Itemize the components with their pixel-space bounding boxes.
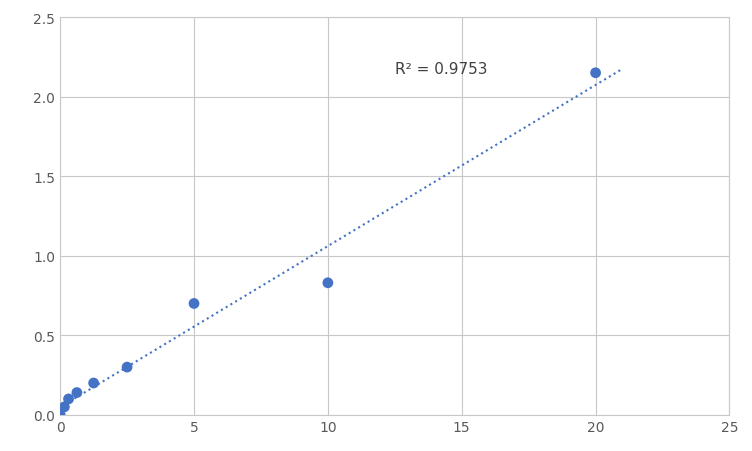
Point: [121, 364, 133, 371]
Point: [322, 280, 334, 287]
Point: [188, 300, 200, 308]
Point: [54, 411, 66, 419]
Text: R² = 0.9753: R² = 0.9753: [395, 62, 487, 77]
Point: [71, 389, 83, 396]
Point: [87, 380, 99, 387]
Point: [590, 70, 602, 77]
Point: [62, 396, 74, 403]
Point: [59, 403, 71, 410]
